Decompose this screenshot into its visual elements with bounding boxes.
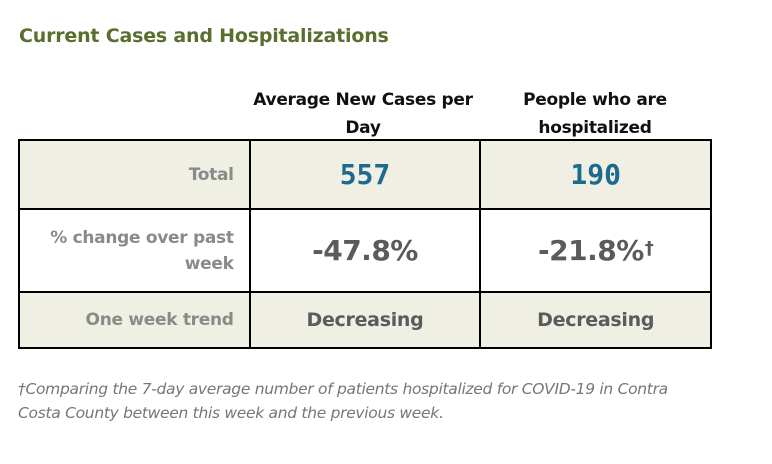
- total-cases-value: 557: [339, 158, 391, 191]
- cell-total-cases: 557: [248, 139, 482, 210]
- row-label-total: Total: [18, 139, 251, 210]
- cell-total-hospitalized: 190: [479, 139, 712, 210]
- cell-percent-change-hospitalized: -21.8%†: [479, 208, 712, 293]
- trend-cases-value: Decreasing: [306, 309, 424, 331]
- column-header-average-new-cases: Average New Cases per Day: [253, 90, 473, 138]
- column-header-people-hospitalized: People who are hospitalized: [523, 90, 667, 138]
- table-row-total: Total 557 190: [18, 139, 712, 210]
- footnote-mark: †: [644, 237, 654, 259]
- footnote-mark: †: [18, 380, 26, 398]
- table-row-trend: One week trend Decreasing Decreasing: [18, 291, 712, 349]
- cell-trend-cases: Decreasing: [248, 291, 482, 349]
- cell-percent-change-cases: -47.8%: [248, 208, 482, 293]
- row-label-trend: One week trend: [18, 291, 251, 349]
- table-row-percent-change: % change over past week -47.8% -21.8%†: [18, 208, 712, 293]
- cell-trend-hospitalized: Decreasing: [479, 291, 712, 349]
- trend-hospitalized-value: Decreasing: [537, 309, 655, 331]
- footnote-text: Comparing the 7-day average number of pa…: [18, 380, 668, 422]
- percent-change-hospitalized-value: -21.8%: [538, 234, 644, 267]
- percent-change-cases-value: -47.8%: [312, 234, 418, 267]
- footnote: †Comparing the 7-day average number of p…: [18, 377, 698, 425]
- stats-table: Total 557 190 % change over past week -4…: [18, 139, 712, 349]
- section-title: Current Cases and Hospitalizations: [19, 25, 389, 47]
- total-hospitalized-value: 190: [570, 158, 621, 191]
- row-label-percent-change: % change over past week: [18, 208, 251, 293]
